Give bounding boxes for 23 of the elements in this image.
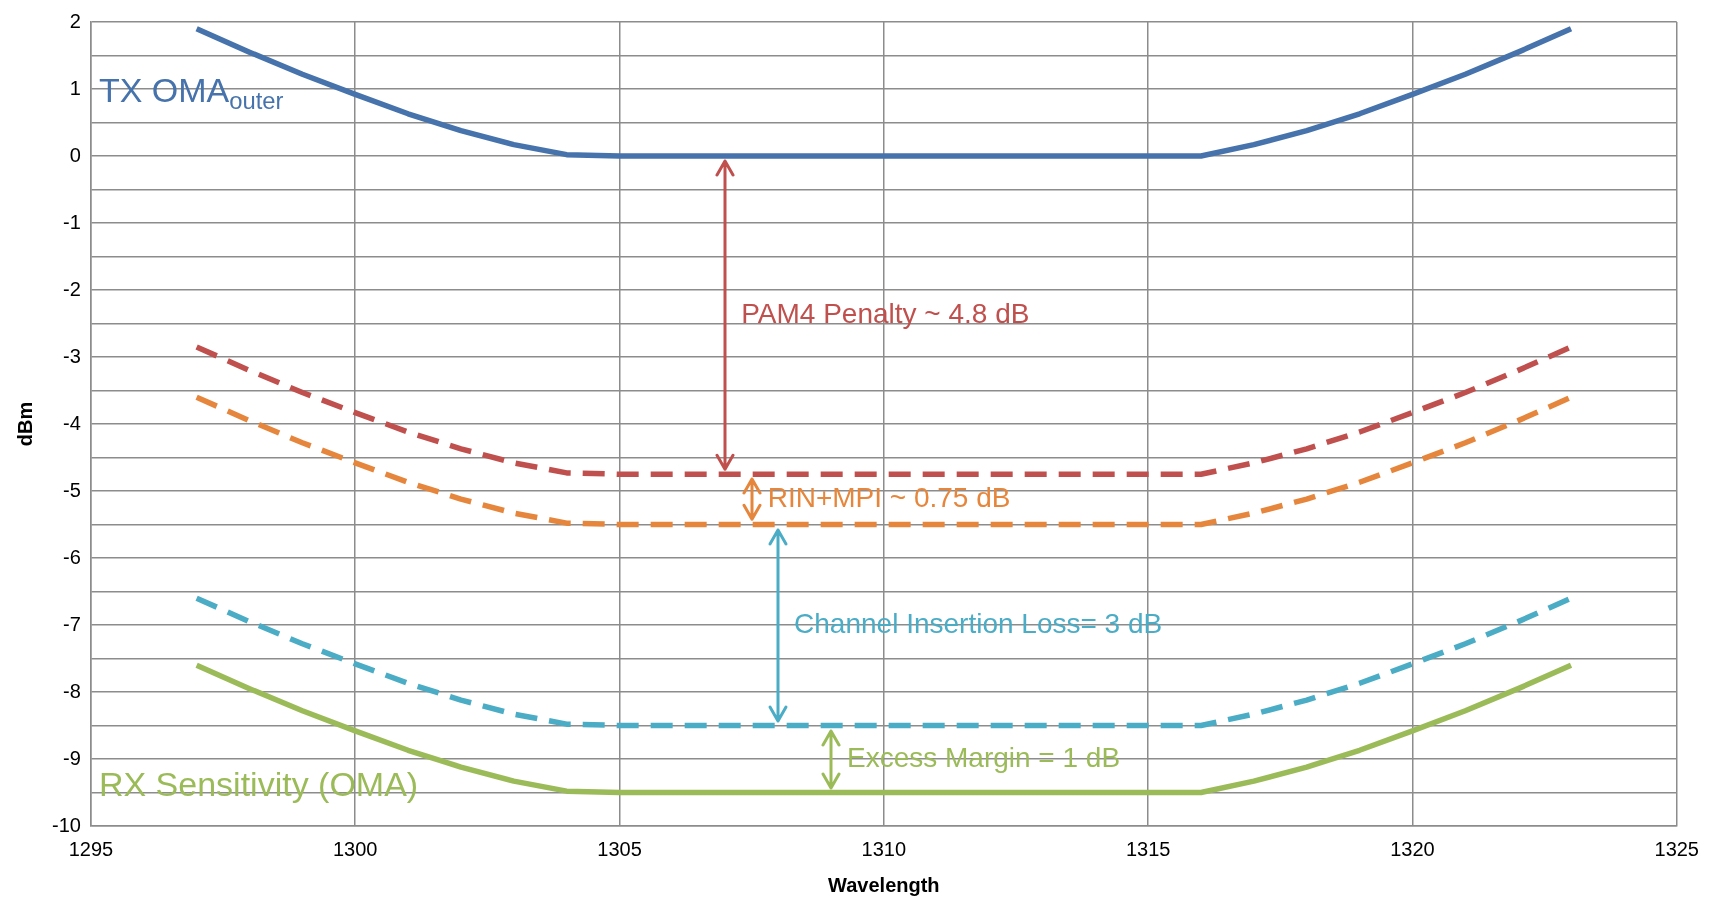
y-tick-label: -10 [52, 813, 81, 836]
y-tick-label: 0 [69, 143, 81, 166]
x-tick-label: 1310 [861, 837, 907, 860]
y-tick-label: -4 [63, 411, 81, 434]
x-tick-label: 1315 [1125, 837, 1171, 860]
x-axis-title: Wavelength [828, 873, 940, 896]
x-tick-label: 1320 [1390, 837, 1435, 860]
x-tick-label: 1295 [68, 837, 114, 860]
y-tick-label: 2 [69, 9, 81, 32]
y-tick-label: -6 [63, 545, 81, 568]
x-tick-label: 1305 [597, 837, 642, 860]
y-tick-label: -2 [63, 277, 81, 300]
y-tick-label: -1 [63, 210, 81, 233]
y-tick-label: -9 [63, 746, 81, 769]
y-tick-label: -8 [63, 679, 81, 702]
x-tick-label: 1325 [1654, 837, 1699, 860]
y-tick-label: 1 [69, 76, 81, 99]
y-axis-title: dBm [13, 401, 36, 447]
y-tick-label: -3 [63, 344, 81, 367]
x-tick-label: 1300 [332, 837, 378, 860]
y-tick-label: -5 [63, 478, 81, 501]
annotation: RIN+MPI ~ 0.75 dB [767, 482, 1011, 514]
y-tick-label: -7 [63, 612, 81, 635]
